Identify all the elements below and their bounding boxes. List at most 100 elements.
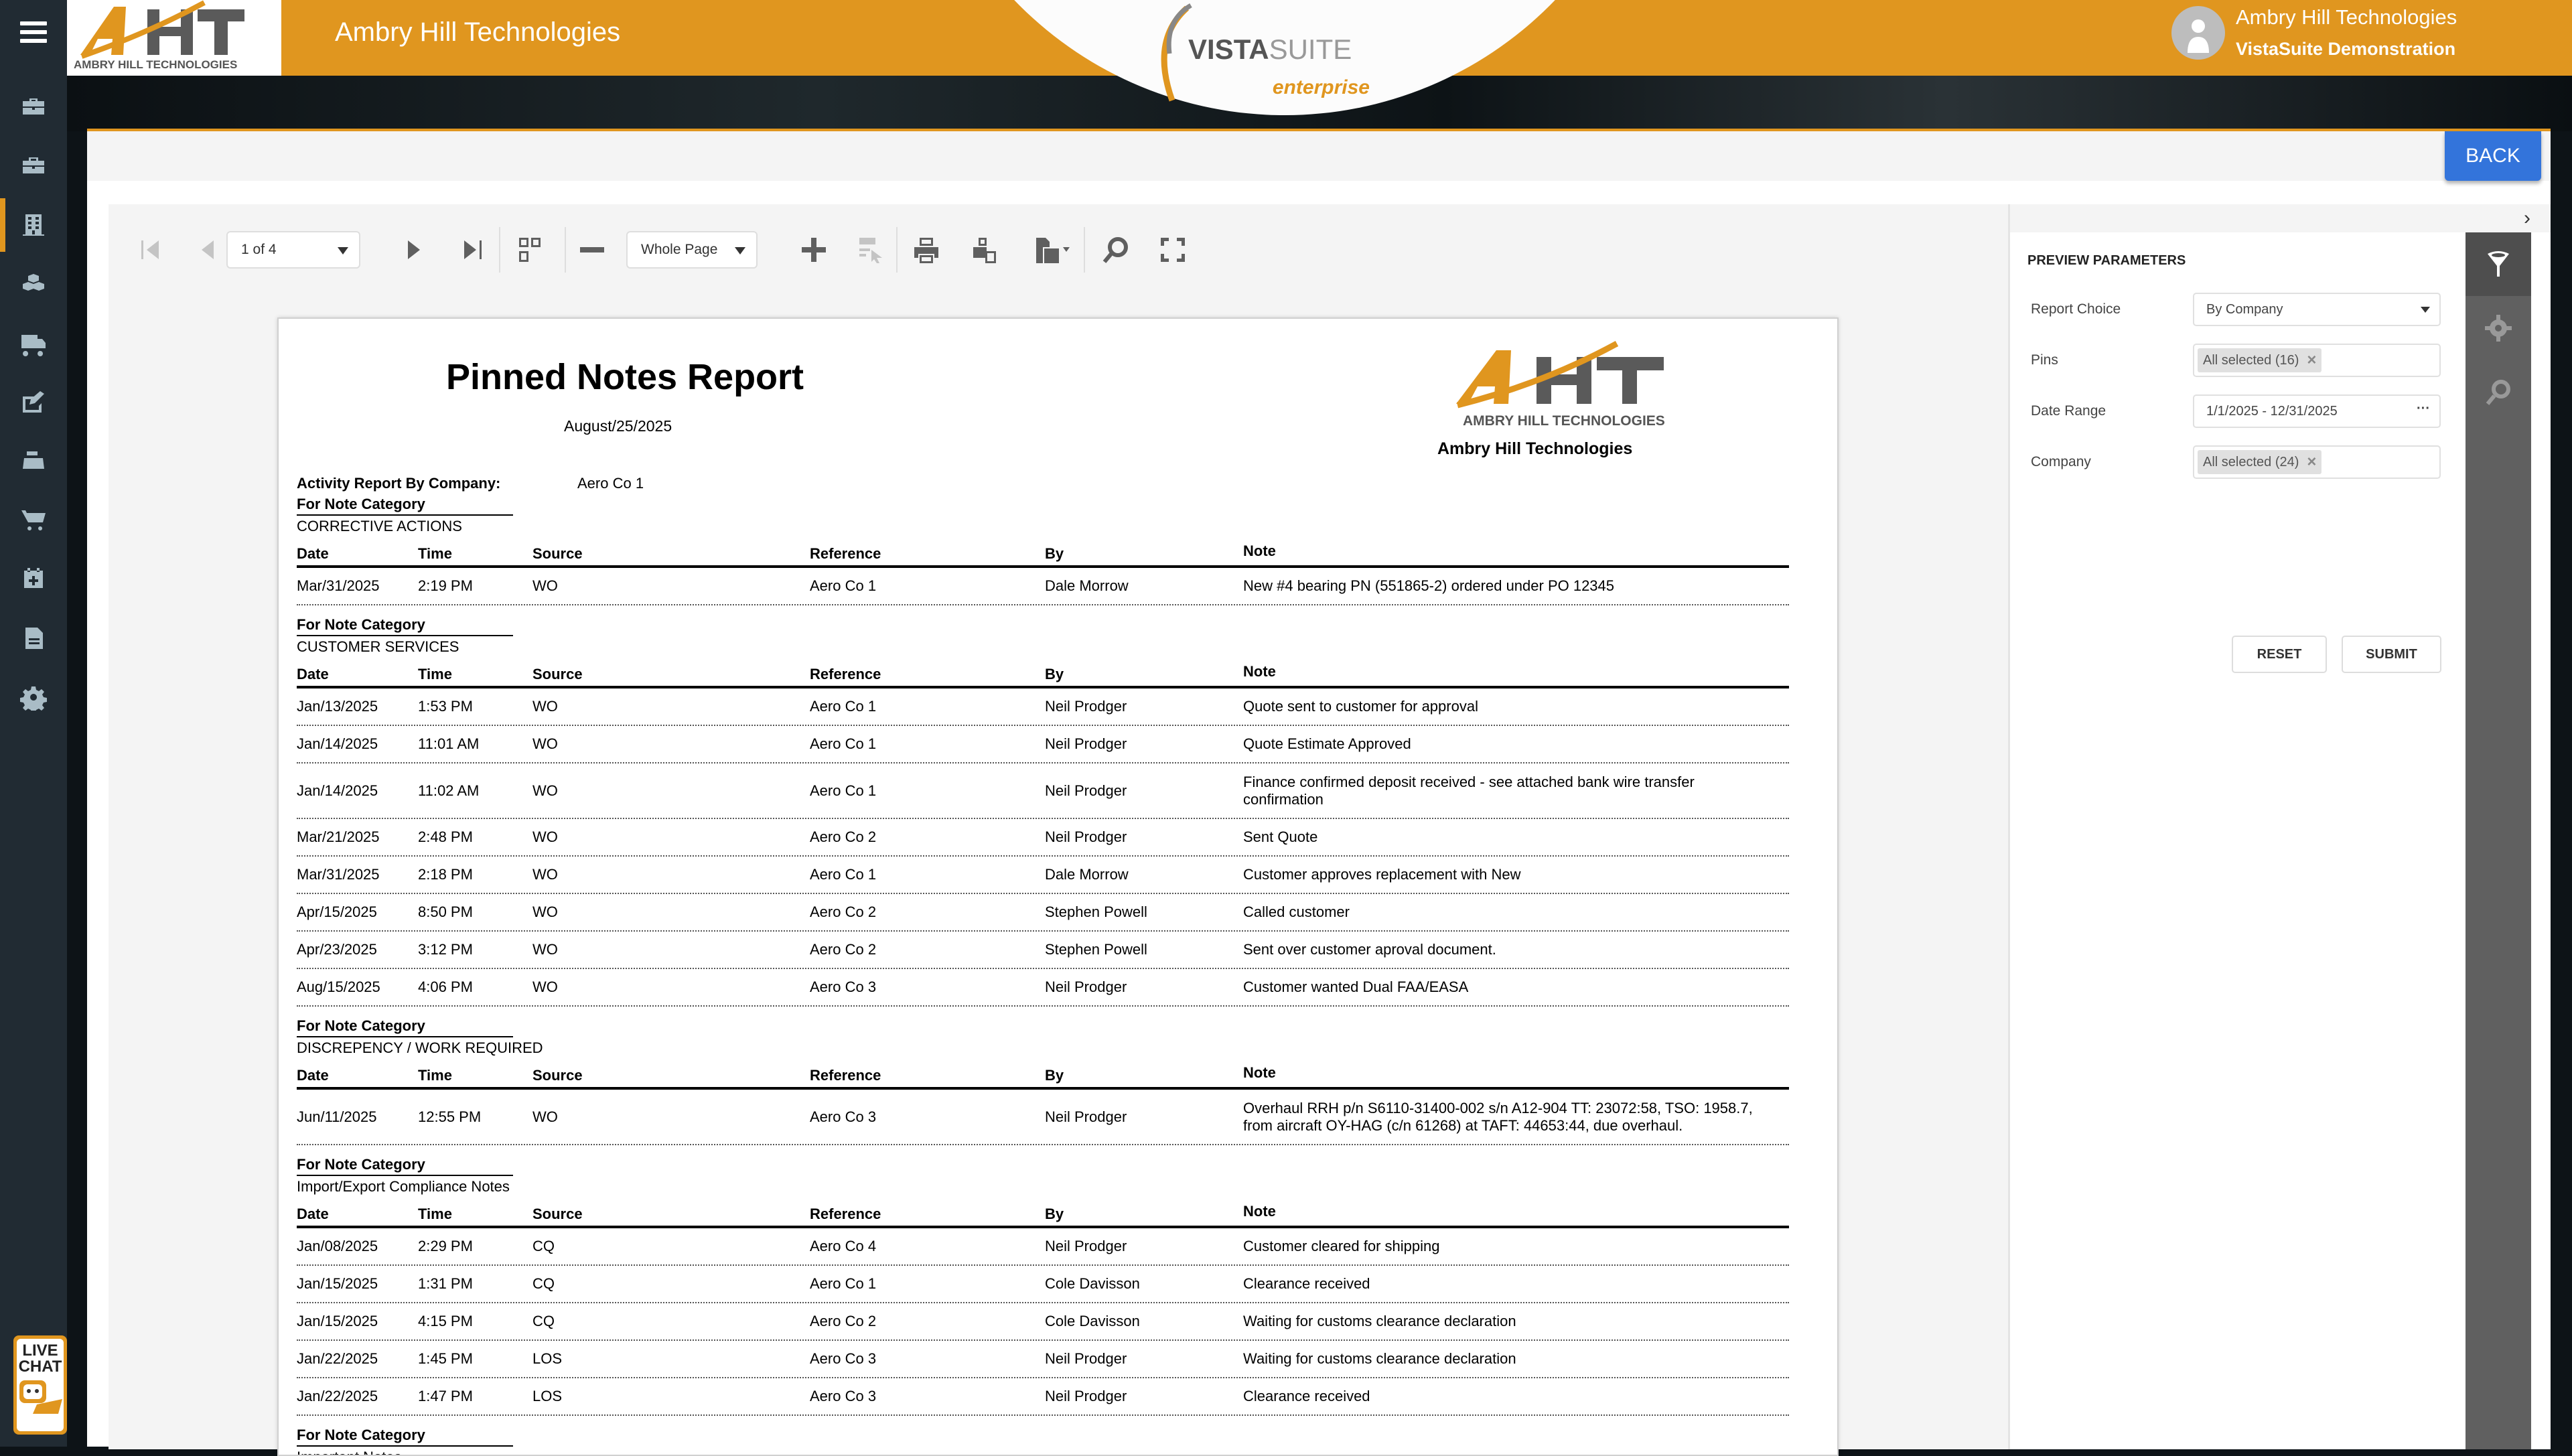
sidebar-item-calendar-plus[interactable] [0,552,67,605]
cell-reference: Aero Co 1 [810,866,877,883]
sidebar-item-edit[interactable] [0,375,67,429]
cell-note: Quote sent to customer for approval [1243,698,1478,715]
page-selector-dropdown[interactable]: 1 of 4 [226,231,360,269]
cell-note: Finance confirmed deposit received - see… [1243,773,1695,808]
sidebar-item-cart[interactable] [0,493,67,547]
live-chat-button[interactable]: LIVE CHAT [13,1335,67,1435]
remove-tag-icon[interactable]: × [2307,453,2317,471]
hamburger-menu-icon[interactable] [20,21,47,44]
sidebar-item-building[interactable] [0,198,67,252]
pins-label: Pins [2031,352,2058,368]
plus-icon [802,238,826,262]
reset-button[interactable]: RESET [2232,636,2327,673]
sidebar-item-gear[interactable] [0,670,67,724]
cell-reference: Aero Co 3 [810,1388,877,1404]
collapse-panel-chevron-icon[interactable]: › [2524,207,2530,229]
table-row: Apr/15/2025 8:50 PM WO Aero Co 2 Stephen Pow… [297,894,1789,932]
previous-page-button[interactable] [192,233,225,267]
table-row: Jan/22/2025 1:45 PM LOS Aero Co 3 Neil Prodg… [297,1341,1789,1378]
viewer-toolbar: 1 of 4 Whole Page [109,204,2008,305]
table-row: Jan/22/2025 1:47 PM LOS Aero Co 3 Neil Prodg… [297,1378,1789,1416]
zoom-out-button[interactable] [575,233,609,267]
cell-date: Mar/31/2025 [297,866,380,883]
pins-tag-box[interactable]: All selected (16) × [2193,344,2441,377]
multipage-icon [519,238,541,262]
export-button[interactable] [1030,233,1077,267]
cell-by: Dale Morrow [1045,577,1129,594]
next-page-button[interactable] [397,233,430,267]
zoom-mode-dropdown[interactable]: Whole Page [626,231,758,269]
cell-reference: Aero Co 2 [810,903,877,920]
category-heading: For Note Category [297,1016,513,1037]
cell-date: Jan/13/2025 [297,698,378,715]
cell-time: 2:48 PM [418,828,473,845]
highlight-editing-fields-button[interactable] [855,233,888,267]
user-name[interactable]: Ambry Hill Technologies [2236,5,2457,29]
back-button[interactable]: BACK [2445,131,2541,181]
cell-time: 2:29 PM [418,1238,473,1254]
search-button[interactable] [1098,233,1132,267]
user-avatar[interactable] [2171,6,2225,60]
svg-text:AMBRY HILL TECHNOLOGIES: AMBRY HILL TECHNOLOGIES [1463,413,1665,429]
fullscreen-button[interactable] [1156,233,1190,267]
parameters-panel-top [2010,204,2551,232]
sidebar-item-briefcase[interactable] [0,80,67,133]
report-choice-select[interactable]: By Company [2193,293,2441,326]
cell-date: Jan/22/2025 [297,1388,378,1404]
report-date: August/25/2025 [564,417,672,435]
remove-tag-icon[interactable]: × [2307,351,2317,369]
last-page-button[interactable] [455,233,489,267]
column-header-source: Source [532,545,583,562]
cell-by: Neil Prodger [1045,782,1127,799]
sidebar-item-truck[interactable] [0,316,67,370]
sidebar-item-document[interactable] [0,611,67,665]
cell-time: 1:31 PM [418,1275,473,1292]
table-row: Mar/21/2025 2:48 PM WO Aero Co 2 Neil Prodge… [297,819,1789,857]
column-header-by: By [1045,545,1064,562]
cell-date: Mar/21/2025 [297,828,380,845]
submit-button[interactable]: SUBMIT [2342,636,2441,673]
print-page-button[interactable] [969,233,1002,267]
last-page-icon [464,240,482,259]
cell-reference: Aero Co 1 [810,577,877,594]
multipage-toggle-button[interactable] [513,233,547,267]
column-header-note: Note [1243,1203,1276,1220]
cell-by: Stephen Powell [1045,941,1147,958]
gear-icon [20,686,47,711]
report-section: For Note CategoryImportant NotesDateTime… [297,1425,1789,1455]
cell-by: Neil Prodger [1045,978,1127,995]
company-tag-box[interactable]: All selected (24) × [2193,445,2441,479]
export-icon [1036,238,1070,263]
ellipsis-icon[interactable]: ··· [2417,401,2430,416]
column-header-time: Time [418,1067,452,1084]
header-company-title: Ambry Hill Technologies [335,17,621,47]
print-button[interactable] [910,233,943,267]
chevron-down-icon [2421,307,2430,313]
zoom-in-button[interactable] [797,233,831,267]
cell-note: Waiting for customs clearance declaratio… [1243,1350,1516,1367]
cell-date: Jan/14/2025 [297,735,378,752]
cell-note: Overhaul RRH p/n S6110-31400-002 s/n A12… [1243,1099,1753,1134]
cell-note: Quote Estimate Approved [1243,735,1411,752]
first-page-button[interactable] [134,233,167,267]
sidebar-item-boxes[interactable] [0,257,67,311]
cell-time: 11:01 AM [418,735,480,752]
tab-export-options[interactable] [2466,296,2531,360]
table-row: Mar/31/2025 2:19 PM WO Aero Co 1 Dale Morrow… [297,568,1789,605]
cell-source: WO [532,941,558,958]
filter-icon [2488,250,2509,277]
cell-source: WO [532,735,558,752]
column-header-note: Note [1243,542,1276,559]
tab-search[interactable] [2466,360,2531,423]
gear-icon [2485,314,2512,342]
sidebar-item-cash-register[interactable] [0,434,67,488]
tab-parameters[interactable] [2466,232,2531,296]
column-header-source: Source [532,666,583,682]
date-range-field[interactable]: 1/1/2025 - 12/31/2025 ··· [2193,394,2441,428]
company-logo[interactable]: AMBRY HILL TECHNOLOGIES [67,0,281,76]
cell-source: WO [532,1108,558,1125]
company-tag: All selected (24) × [2198,450,2322,474]
sidebar-item-toolbox[interactable] [0,139,67,192]
cell-time: 8:50 PM [418,903,473,920]
table-row: Jan/14/2025 11:01 AM WO Aero Co 1 Neil Prodg… [297,726,1789,763]
